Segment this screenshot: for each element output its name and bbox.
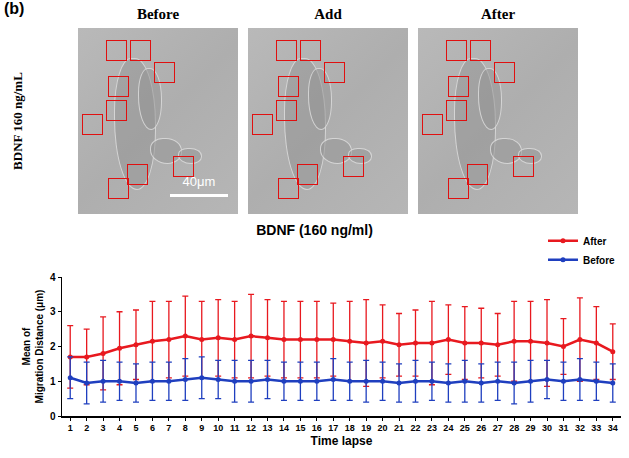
svg-text:4: 4 xyxy=(50,272,56,283)
svg-text:28: 28 xyxy=(509,423,519,433)
svg-text:3: 3 xyxy=(50,306,56,317)
svg-text:21: 21 xyxy=(394,423,404,433)
svg-text:3: 3 xyxy=(101,423,106,433)
svg-text:25: 25 xyxy=(460,423,470,433)
svg-text:6: 6 xyxy=(150,423,155,433)
svg-text:22: 22 xyxy=(410,423,420,433)
svg-text:19: 19 xyxy=(361,423,371,433)
svg-text:23: 23 xyxy=(427,423,437,433)
svg-text:18: 18 xyxy=(345,423,355,433)
svg-text:1: 1 xyxy=(68,423,73,433)
svg-text:34: 34 xyxy=(608,423,618,433)
svg-text:Mean ofMigration Distance (μm): Mean ofMigration Distance (μm) xyxy=(21,290,45,404)
svg-text:BDNF (160 ng/ml): BDNF (160 ng/ml) xyxy=(256,222,373,238)
svg-text:4: 4 xyxy=(117,423,122,433)
svg-text:Before: Before xyxy=(583,255,615,266)
svg-text:After: After xyxy=(583,236,606,247)
html-text:40μm: 40μm xyxy=(182,174,216,189)
svg-text:27: 27 xyxy=(493,423,503,433)
svg-text:2: 2 xyxy=(50,341,56,352)
svg-text:10: 10 xyxy=(213,423,223,433)
svg-text:Time lapse: Time lapse xyxy=(311,434,373,448)
html-text:After: After xyxy=(480,6,516,22)
svg-text:0: 0 xyxy=(50,411,56,422)
svg-text:13: 13 xyxy=(263,423,273,433)
svg-text:7: 7 xyxy=(166,423,171,433)
svg-text:11: 11 xyxy=(230,423,240,433)
svg-text:31: 31 xyxy=(558,423,568,433)
svg-text:15: 15 xyxy=(295,423,305,433)
svg-text:32: 32 xyxy=(575,423,585,433)
svg-text:9: 9 xyxy=(199,423,204,433)
svg-text:30: 30 xyxy=(542,423,552,433)
svg-text:33: 33 xyxy=(591,423,601,433)
svg-text:14: 14 xyxy=(279,423,289,433)
svg-text:26: 26 xyxy=(476,423,486,433)
html-text:Add: Add xyxy=(314,6,342,22)
svg-text:16: 16 xyxy=(312,423,322,433)
svg-text:8: 8 xyxy=(183,423,188,433)
svg-text:17: 17 xyxy=(328,423,338,433)
svg-text:24: 24 xyxy=(443,423,453,433)
svg-text:1: 1 xyxy=(50,376,56,387)
svg-text:20: 20 xyxy=(378,423,388,433)
svg-text:5: 5 xyxy=(133,423,138,433)
svg-text:12: 12 xyxy=(246,423,256,433)
html-text:(b): (b) xyxy=(4,0,25,17)
html-text:BDNF 160 ng/mL: BDNF 160 ng/mL xyxy=(10,72,25,170)
svg-text:29: 29 xyxy=(526,423,536,433)
html-text:Before: Before xyxy=(136,6,180,22)
svg-text:2: 2 xyxy=(84,423,89,433)
